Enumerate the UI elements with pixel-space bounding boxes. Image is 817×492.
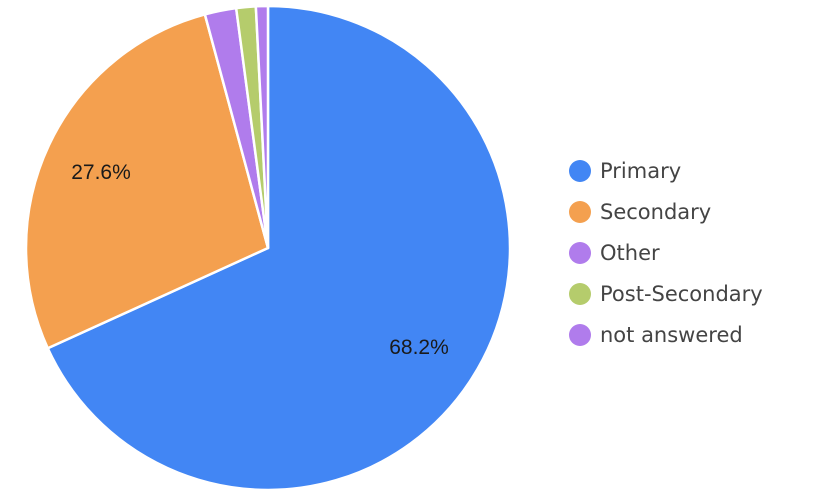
legend-item-secondary[interactable]: Secondary: [569, 191, 763, 232]
legend-label-secondary: Secondary: [600, 200, 711, 224]
legend-swatch-primary: [569, 160, 591, 182]
legend-label-post-secondary: Post-Secondary: [600, 282, 763, 306]
slice-label-secondary: 27.6%: [71, 161, 131, 184]
legend-swatch-secondary: [569, 201, 591, 223]
pie-slices: [26, 6, 510, 490]
legend-label-other: Other: [600, 241, 660, 265]
slice-label-primary: 68.2%: [389, 336, 449, 359]
legend-swatch-post-secondary: [569, 283, 591, 305]
legend-item-post-secondary[interactable]: Post-Secondary: [569, 273, 763, 314]
legend-item-other[interactable]: Other: [569, 232, 763, 273]
legend-swatch-other: [569, 242, 591, 264]
legend-label-primary: Primary: [600, 159, 681, 183]
legend: Primary Secondary Other Post-Secondary n…: [569, 150, 763, 355]
legend-label-not-answered: not answered: [600, 323, 743, 347]
legend-swatch-not-answered: [569, 324, 591, 346]
legend-item-not-answered[interactable]: not answered: [569, 314, 763, 355]
legend-item-primary[interactable]: Primary: [569, 150, 763, 191]
